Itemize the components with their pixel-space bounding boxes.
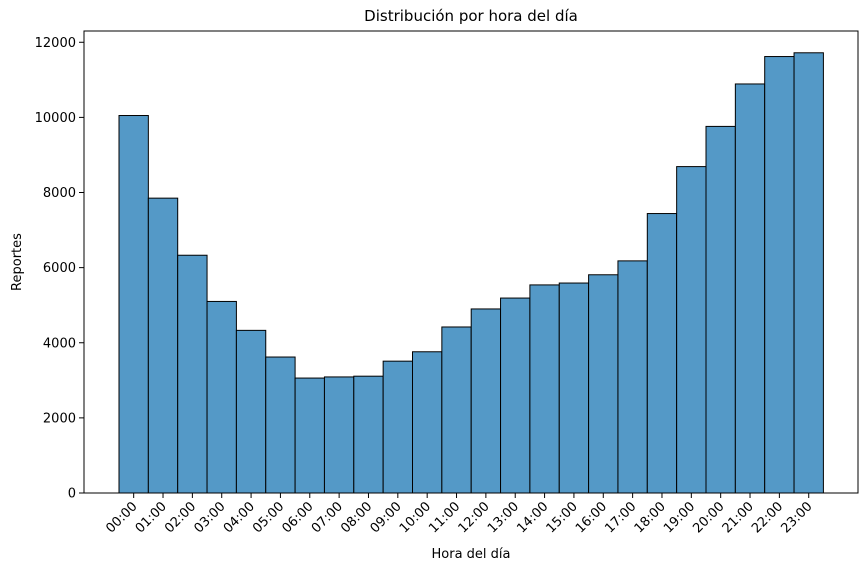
chart-title: Distribución por hora del día bbox=[364, 7, 578, 25]
bar-1300 bbox=[500, 297, 531, 494]
bar-0100 bbox=[147, 197, 179, 494]
x-tick-label: 16:00 bbox=[573, 499, 610, 536]
x-tick-label: 14:00 bbox=[514, 499, 551, 536]
x-axis: 00:0001:0002:0003:0004:0005:0006:0007:00… bbox=[103, 493, 816, 536]
x-axis-label: Hora del día bbox=[432, 547, 511, 562]
bar-0800 bbox=[353, 375, 384, 494]
bar-0600 bbox=[294, 377, 325, 494]
y-tick-label: 10000 bbox=[35, 111, 76, 126]
x-tick-label: 06:00 bbox=[280, 499, 317, 536]
x-tick-label: 12:00 bbox=[456, 499, 493, 536]
y-tick-label: 4000 bbox=[43, 336, 76, 351]
x-tick-label: 18:00 bbox=[632, 499, 669, 536]
bar-2000 bbox=[705, 125, 736, 494]
bar-1400 bbox=[529, 284, 560, 494]
x-tick-label: 17:00 bbox=[602, 499, 639, 536]
x-tick-label: 22:00 bbox=[749, 499, 786, 536]
y-tick-label: 0 bbox=[68, 487, 76, 502]
bar-1700 bbox=[617, 260, 648, 494]
bars-group bbox=[118, 52, 824, 494]
x-tick-label: 13:00 bbox=[485, 499, 522, 536]
y-tick-label: 6000 bbox=[43, 261, 76, 276]
x-tick-label: 07:00 bbox=[309, 499, 346, 536]
y-axis-label: Reportes bbox=[10, 233, 25, 291]
x-tick-label: 00:00 bbox=[103, 499, 140, 536]
y-tick-label: 12000 bbox=[35, 36, 76, 51]
bar-2100 bbox=[734, 83, 766, 494]
x-tick-label: 15:00 bbox=[544, 499, 581, 536]
x-tick-label: 05:00 bbox=[250, 499, 287, 536]
bar-1800 bbox=[646, 213, 678, 494]
y-axis: 0 2000 4000 6000 8000 10000 12000 bbox=[35, 36, 84, 502]
x-tick-label: 01:00 bbox=[133, 499, 170, 536]
bar-2200 bbox=[764, 56, 795, 494]
plot-frame bbox=[83, 30, 859, 494]
x-tick-label: 04:00 bbox=[221, 499, 258, 536]
bar-1500 bbox=[558, 282, 590, 494]
bar-0900 bbox=[382, 360, 413, 494]
bar-2300 bbox=[793, 52, 824, 494]
y-tick-label: 8000 bbox=[43, 186, 76, 201]
bar-1900 bbox=[676, 166, 707, 494]
bar-1000 bbox=[412, 351, 443, 494]
bar-0200 bbox=[177, 254, 208, 494]
x-tick-label: 08:00 bbox=[338, 499, 375, 536]
x-tick-label: 21:00 bbox=[720, 499, 757, 536]
bar-0000 bbox=[118, 115, 149, 494]
bar-1200 bbox=[470, 308, 502, 494]
bar-1600 bbox=[588, 274, 619, 494]
y-tick-label: 2000 bbox=[43, 411, 76, 426]
x-tick-label: 19:00 bbox=[661, 499, 698, 536]
x-tick-label: 20:00 bbox=[690, 499, 727, 536]
x-tick-label: 10:00 bbox=[397, 499, 434, 536]
bar-0500 bbox=[265, 356, 296, 494]
bar-0400 bbox=[235, 329, 267, 494]
bar-0300 bbox=[206, 300, 237, 494]
x-tick-label: 11:00 bbox=[426, 499, 463, 536]
bar-0700 bbox=[323, 376, 355, 494]
bar-1100 bbox=[441, 326, 472, 494]
x-tick-label: 02:00 bbox=[162, 499, 199, 536]
x-tick-label: 09:00 bbox=[368, 499, 405, 536]
x-tick-label: 23:00 bbox=[778, 499, 815, 536]
x-tick-label: 03:00 bbox=[191, 499, 228, 536]
